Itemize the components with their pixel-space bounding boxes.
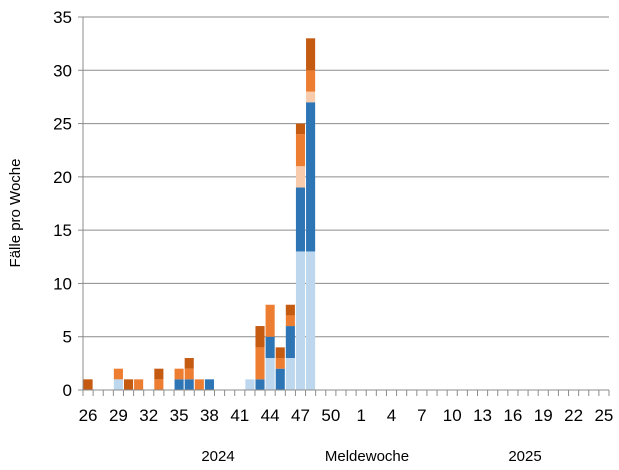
bar-segment-week-33-series-4 bbox=[154, 368, 164, 380]
bar-segment-week-29-series-3 bbox=[113, 368, 123, 380]
x-tick-label: 25 bbox=[594, 406, 613, 425]
y-tick-label: 35 bbox=[53, 8, 72, 27]
bar-segment-week-36-series-4 bbox=[184, 358, 194, 369]
bar-segment-week-33-series-3 bbox=[154, 379, 164, 390]
bar-segment-week-36-series-3 bbox=[184, 368, 194, 380]
bar-segment-week-46-series-3 bbox=[285, 315, 295, 327]
y-tick-labels: 0 5 10 15 20 25 30 35 bbox=[53, 8, 72, 400]
bar-segment-week-46-series-0 bbox=[285, 358, 295, 390]
y-tick-label: 30 bbox=[53, 61, 72, 80]
bar-segment-week-36-series-1 bbox=[184, 379, 194, 390]
y-tick-label: 15 bbox=[53, 221, 72, 240]
bar-segment-week-35-series-3 bbox=[174, 368, 184, 380]
y-tick-label: 10 bbox=[53, 274, 72, 293]
bar-segment-week-29-series-0 bbox=[113, 379, 123, 390]
bar-segment-week-46-series-4 bbox=[285, 304, 295, 316]
gridlines bbox=[83, 16, 609, 338]
bar-segment-week-47-series-0 bbox=[295, 251, 306, 390]
x-tick-label: 16 bbox=[503, 406, 522, 425]
x-tick-label: 26 bbox=[79, 406, 98, 425]
bar-segment-week-48-series-1 bbox=[306, 102, 316, 252]
x-tick-label: 19 bbox=[534, 406, 553, 425]
bar-segment-week-30-series-4 bbox=[123, 379, 134, 390]
bar-segment-week-48-series-0 bbox=[306, 251, 316, 390]
bar-segment-week-48-series-3 bbox=[306, 70, 316, 92]
y-axis-title: Fälle pro Woche bbox=[7, 159, 24, 268]
bar-segment-week-37-series-3 bbox=[194, 379, 204, 390]
bar-segment-week-45-series-3 bbox=[275, 358, 285, 369]
x-tick-label: 29 bbox=[109, 406, 128, 425]
x-tick-label: 32 bbox=[139, 406, 158, 425]
x-axis-title: Meldewoche bbox=[325, 448, 409, 465]
bars bbox=[83, 38, 316, 390]
bar-segment-week-45-series-4 bbox=[275, 347, 285, 359]
x-tick-label: 35 bbox=[170, 406, 189, 425]
x-tick-label: 10 bbox=[443, 406, 462, 425]
y-tick-label: 5 bbox=[63, 328, 72, 347]
year-label-2024: 2024 bbox=[201, 448, 234, 465]
x-tick-label: 41 bbox=[230, 406, 249, 425]
bar-segment-week-38-series-1 bbox=[204, 379, 214, 390]
bar-segment-week-35-series-1 bbox=[174, 379, 184, 390]
x-tick-label: 50 bbox=[321, 406, 340, 425]
bar-segment-week-42-series-0 bbox=[245, 379, 255, 390]
bar-segment-week-26-series-4 bbox=[83, 379, 93, 390]
bar-segment-week-44-series-1 bbox=[265, 336, 275, 359]
bar-segment-week-43-series-4 bbox=[255, 326, 265, 348]
bar-segment-week-48-series-2 bbox=[306, 91, 316, 103]
bar-segment-week-48-series-4 bbox=[306, 38, 316, 71]
y-tick-label: 0 bbox=[63, 381, 72, 400]
y-tick-label: 20 bbox=[53, 168, 72, 187]
x-tick-label: 1 bbox=[356, 406, 365, 425]
bar-segment-week-44-series-0 bbox=[265, 358, 275, 390]
bar-segment-week-46-series-1 bbox=[285, 326, 295, 359]
x-tick-label: 4 bbox=[387, 406, 396, 425]
bar-segment-week-47-series-1 bbox=[295, 187, 306, 252]
axes bbox=[78, 16, 610, 396]
bar-segment-week-31-series-3 bbox=[134, 379, 144, 390]
bar-segment-week-44-series-3 bbox=[265, 304, 275, 337]
y-tick-label: 25 bbox=[53, 115, 72, 134]
x-tick-label: 22 bbox=[564, 406, 583, 425]
bar-segment-week-47-series-2 bbox=[295, 166, 306, 188]
year-label-2025: 2025 bbox=[508, 448, 541, 465]
x-tick-label: 38 bbox=[200, 406, 219, 425]
bar-segment-week-45-series-1 bbox=[275, 368, 285, 390]
x-tick-label: 44 bbox=[261, 406, 280, 425]
x-tick-label: 7 bbox=[417, 406, 426, 425]
x-tick-label: 13 bbox=[473, 406, 492, 425]
bar-segment-week-43-series-1 bbox=[255, 379, 265, 390]
x-tick-labels: 26 29 32 35 38 41 44 47 50 1 4 7 10 13 16 19 22 25 bbox=[79, 406, 614, 425]
bar-segment-week-47-series-3 bbox=[295, 134, 306, 167]
bar-segment-week-47-series-4 bbox=[295, 123, 306, 135]
x-tick-label: 47 bbox=[291, 406, 310, 425]
bar-segment-week-43-series-3 bbox=[255, 347, 265, 380]
